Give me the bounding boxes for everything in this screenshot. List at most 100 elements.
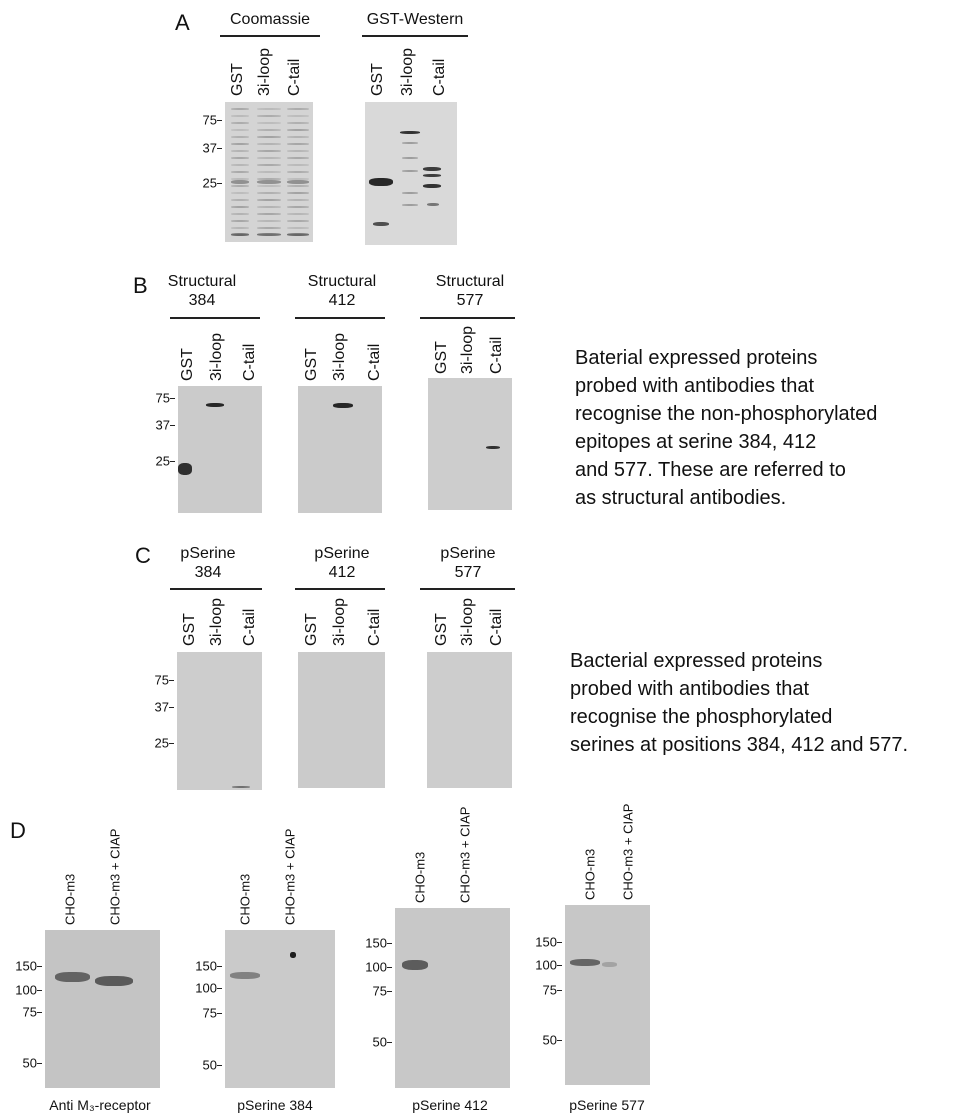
- marker-label: 75: [203, 113, 217, 128]
- band: [257, 180, 281, 184]
- blot-title: Coomassie: [230, 10, 310, 29]
- lane-label: GST: [181, 613, 199, 646]
- band: [287, 227, 309, 229]
- band: [231, 157, 249, 159]
- blot-title: pSerine: [180, 544, 235, 563]
- marker-label: 25: [203, 176, 217, 191]
- band: [231, 108, 249, 110]
- lane-label: C-tail: [286, 59, 304, 96]
- marker-label: 37: [203, 141, 217, 156]
- band: [287, 164, 309, 166]
- marker-label: 150: [365, 936, 387, 951]
- band: [257, 164, 281, 166]
- band: [290, 952, 296, 958]
- description-line: probed with antibodies that: [575, 375, 814, 398]
- band: [231, 136, 249, 138]
- lane-label: GST: [229, 63, 247, 96]
- band: [231, 233, 249, 236]
- band: [257, 192, 281, 194]
- band: [257, 233, 281, 236]
- band: [400, 131, 420, 134]
- lane-label: C-tail: [488, 337, 506, 374]
- marker-dash: [37, 1063, 42, 1064]
- marker-dash: [387, 991, 392, 992]
- underline: [295, 317, 385, 319]
- band: [402, 170, 418, 172]
- marker-dash: [217, 988, 222, 989]
- band: [287, 199, 309, 201]
- marker-label: 150: [15, 959, 37, 974]
- marker-dash: [217, 120, 222, 121]
- band: [287, 115, 309, 117]
- marker-dash: [217, 148, 222, 149]
- lane-label: C-tail: [366, 609, 384, 646]
- band: [287, 143, 309, 145]
- band: [287, 220, 309, 222]
- description-line: serines at positions 384, 412 and 577.: [570, 734, 908, 757]
- description-line: epitopes at serine 384, 412: [575, 431, 816, 454]
- band: [287, 150, 309, 152]
- band: [287, 108, 309, 110]
- blot-title: pSerine: [440, 544, 495, 563]
- band: [206, 403, 224, 407]
- underline: [420, 588, 515, 590]
- band: [231, 129, 249, 131]
- blot: [298, 652, 385, 788]
- blot: [428, 378, 512, 510]
- band: [231, 227, 249, 229]
- description-line: Bacterial expressed proteins: [570, 650, 822, 673]
- panel-label: A: [175, 10, 190, 36]
- marker-label: 150: [195, 959, 217, 974]
- band: [287, 192, 309, 194]
- band: [231, 185, 249, 187]
- lane-label: C-tail: [488, 609, 506, 646]
- figure: ACoomassieGST3i-loopC-tail753725GST-West…: [0, 0, 970, 1115]
- band: [231, 206, 249, 208]
- description-line: recognise the non-phosphorylated: [575, 403, 877, 426]
- underline: [170, 317, 260, 319]
- band: [486, 446, 500, 449]
- band: [423, 174, 441, 177]
- lane-label: CHO-m3 + CIAP: [458, 807, 473, 903]
- marker-dash: [217, 183, 222, 184]
- marker-dash: [169, 680, 174, 681]
- underline: [420, 317, 515, 319]
- marker-label: 37: [156, 418, 170, 433]
- marker-dash: [170, 398, 175, 399]
- lane-label: 3i-loop: [331, 333, 349, 381]
- marker-dash: [217, 1065, 222, 1066]
- band: [257, 143, 281, 145]
- band: [373, 222, 389, 226]
- lane-label: CHO-m3: [63, 874, 78, 925]
- marker-dash: [557, 990, 562, 991]
- lane-label: GST: [433, 613, 451, 646]
- blot-title: Structural: [436, 272, 504, 291]
- band: [402, 192, 418, 194]
- underline: [295, 588, 385, 590]
- band: [333, 403, 353, 408]
- marker-label: 100: [535, 958, 557, 973]
- lane-label: GST: [179, 348, 197, 381]
- marker-dash: [557, 1040, 562, 1041]
- lane-label: 3i-loop: [208, 598, 226, 646]
- band: [287, 185, 309, 187]
- lane-label: C-tail: [431, 59, 449, 96]
- band: [231, 164, 249, 166]
- marker-dash: [169, 707, 174, 708]
- band: [287, 180, 309, 184]
- marker-label: 100: [195, 981, 217, 996]
- marker-label: 50: [543, 1033, 557, 1048]
- band: [231, 199, 249, 201]
- band: [231, 150, 249, 152]
- band: [402, 960, 428, 970]
- blot: [427, 652, 512, 788]
- blot-caption: pSerine 384: [237, 1097, 313, 1113]
- lane-label: GST: [303, 348, 321, 381]
- marker-label: 50: [203, 1058, 217, 1073]
- marker-dash: [387, 967, 392, 968]
- blot-caption: pSerine 577: [569, 1097, 645, 1113]
- blot: [177, 652, 262, 790]
- band: [423, 167, 441, 171]
- underline: [220, 35, 320, 37]
- lane-label: CHO-m3: [583, 849, 598, 900]
